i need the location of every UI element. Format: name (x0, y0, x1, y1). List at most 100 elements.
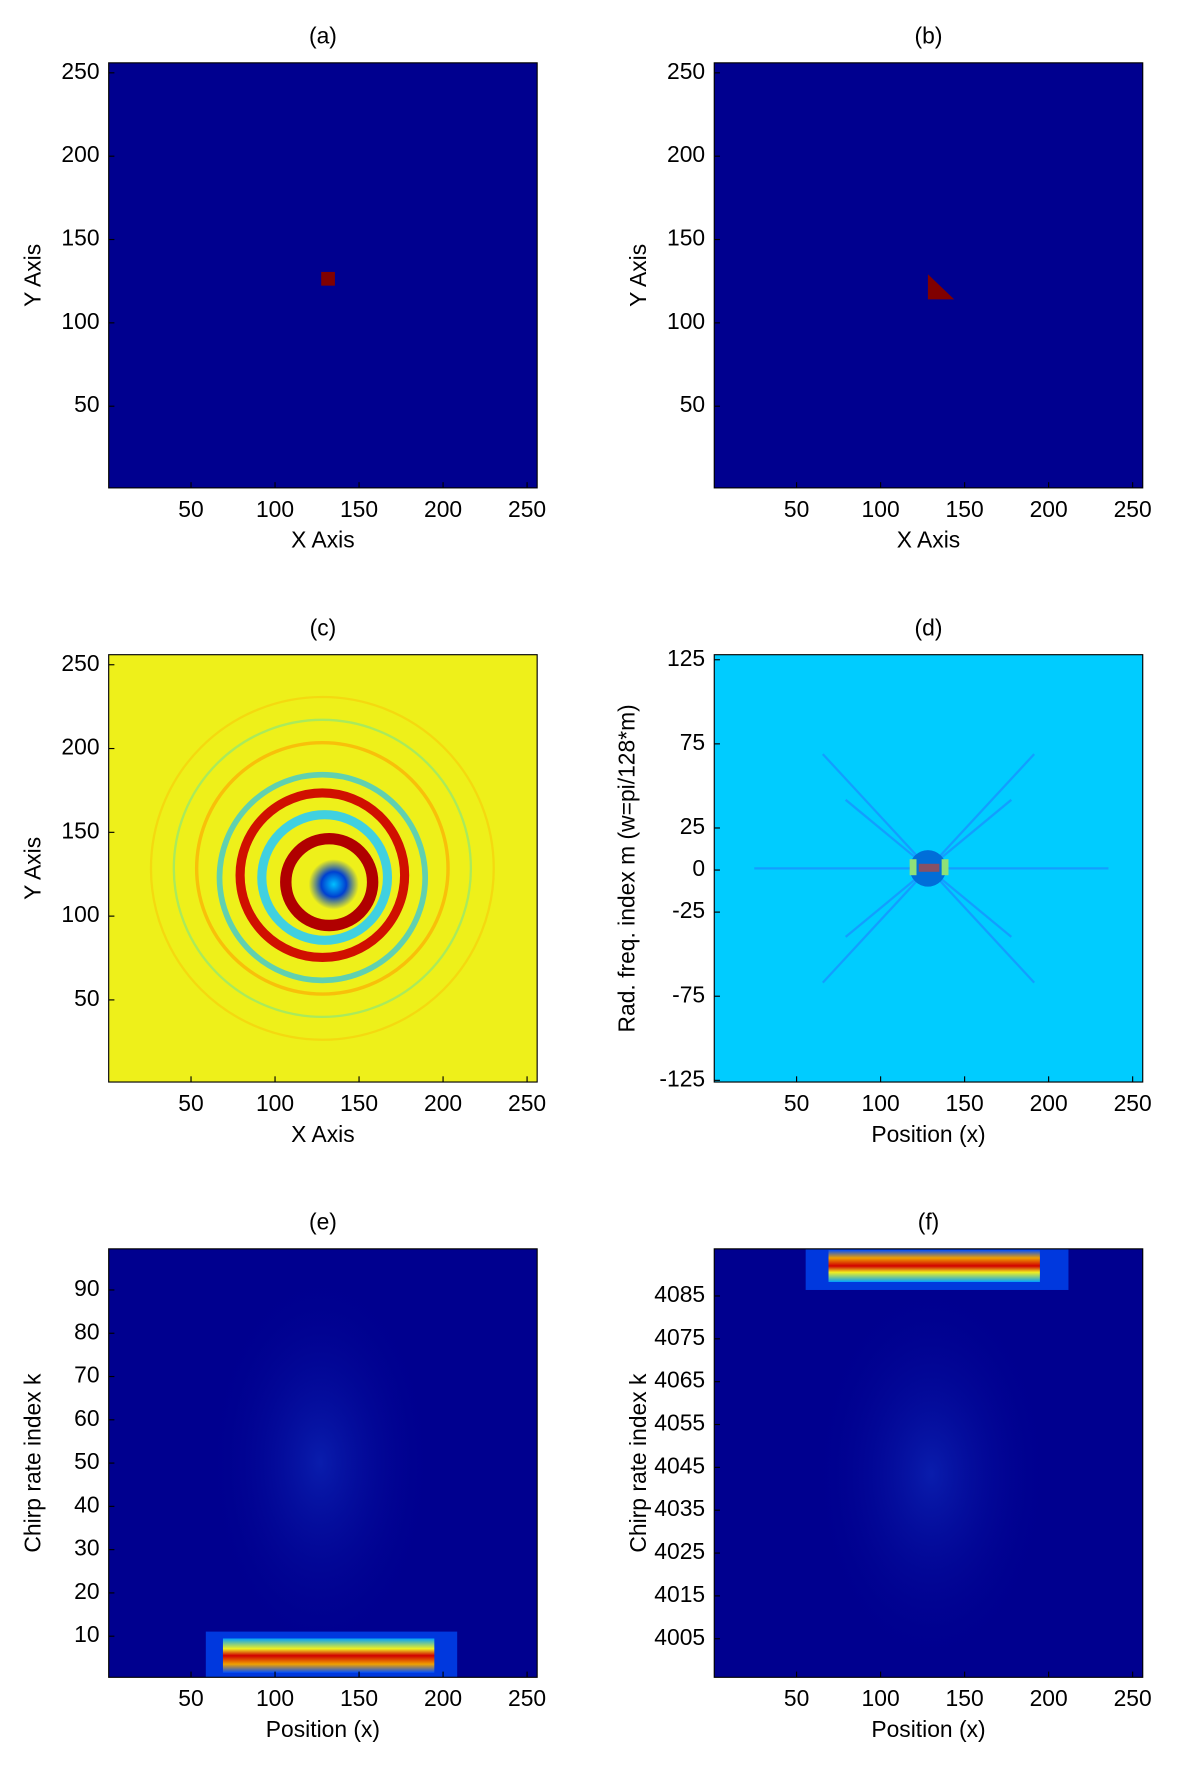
y-axis-label: Rad. freq. index m (w=pi/128*m) (614, 704, 640, 1032)
x-tick-label: 200 (424, 1090, 462, 1116)
x-tick-label: 100 (862, 496, 900, 522)
y-tick-label: 4035 (654, 1495, 705, 1521)
x-tick-label: 250 (1114, 1685, 1152, 1711)
y-tick-label: 4045 (654, 1452, 705, 1478)
y-axis-label: Y Axis (19, 837, 45, 900)
x-tick-label: 100 (862, 1090, 900, 1116)
y-tick-label: 4085 (654, 1281, 705, 1307)
y-tick-label: 4065 (654, 1367, 705, 1393)
panel-title: (b) (915, 23, 943, 49)
x-tick-label: 50 (178, 1685, 203, 1711)
plot-frame (713, 62, 1144, 489)
y-axis-label: Y Axis (625, 244, 651, 307)
y-tick-label: -125 (659, 1065, 705, 1091)
x-tick-label: 200 (1030, 1685, 1068, 1711)
y-tick-label: 60 (74, 1405, 99, 1431)
y-tick-label: 4075 (654, 1324, 705, 1350)
image-content (149, 271, 1109, 1678)
y-tick-label: 4015 (654, 1581, 705, 1607)
y-tick-label: 100 (667, 308, 705, 334)
x-tick-label: 200 (424, 1685, 462, 1711)
x-tick-label: 250 (1114, 1090, 1152, 1116)
plot-frame (713, 654, 1144, 1083)
y-tick-label: 250 (61, 650, 99, 676)
y-tick-label: 150 (667, 225, 705, 251)
x-tick-label: 150 (946, 1090, 984, 1116)
plot-frame (713, 1248, 1144, 1678)
y-tick-label: 70 (74, 1362, 99, 1388)
panel-title: (d) (915, 615, 943, 641)
y-tick-label: 250 (61, 58, 99, 84)
y-axis-label: Chirp rate index k (625, 1373, 651, 1553)
y-tick-label: 125 (667, 645, 705, 671)
panel-title: (c) (310, 615, 337, 641)
x-tick-label: 200 (1030, 1090, 1068, 1116)
x-tick-label: 150 (340, 496, 378, 522)
y-axis-label: Chirp rate index k (19, 1373, 45, 1553)
x-tick-label: 250 (508, 1685, 546, 1711)
y-tick-label: 250 (667, 58, 705, 84)
x-axis-label: Position (x) (871, 1716, 985, 1742)
x-tick-label: 150 (340, 1685, 378, 1711)
y-tick-label: 50 (74, 985, 99, 1011)
x-tick-label: 250 (508, 496, 546, 522)
y-tick-label: 25 (680, 813, 705, 839)
x-tick-label: 150 (946, 496, 984, 522)
y-tick-label: -25 (672, 897, 705, 923)
ring-pattern (149, 695, 495, 1041)
y-tick-label: 50 (74, 391, 99, 417)
plot-frame (108, 62, 538, 489)
y-tick-label: -75 (672, 981, 705, 1007)
y-tick-label: 4055 (654, 1410, 705, 1436)
y-tick-label: 40 (74, 1491, 99, 1517)
y-tick-label: 10 (74, 1621, 99, 1647)
x-tick-label: 50 (178, 1090, 203, 1116)
x-axis-label: X Axis (897, 527, 960, 553)
y-tick-label: 90 (74, 1275, 99, 1301)
y-tick-label: 150 (61, 817, 99, 843)
x-tick-label: 150 (340, 1090, 378, 1116)
y-tick-label: 20 (74, 1578, 99, 1604)
x-tick-label: 250 (1114, 496, 1152, 522)
x-tick-label: 100 (256, 1685, 294, 1711)
x-tick-label: 100 (862, 1685, 900, 1711)
x-axis-label: Position (x) (871, 1121, 985, 1147)
y-tick-label: 75 (680, 729, 705, 755)
y-tick-label: 80 (74, 1318, 99, 1344)
y-tick-label: 50 (680, 391, 705, 417)
triangle-object (927, 274, 955, 300)
panel-title: (e) (309, 1209, 337, 1235)
y-tick-label: 4005 (654, 1624, 705, 1650)
chirp-band-e (205, 1268, 458, 1678)
x-axis-label: Position (x) (266, 1716, 380, 1742)
panel-title: (f) (918, 1209, 940, 1235)
square-object (321, 271, 335, 286)
x-tick-label: 200 (1030, 496, 1068, 522)
y-tick-label: 150 (61, 225, 99, 251)
x-tick-label: 50 (784, 496, 809, 522)
y-tick-label: 4025 (654, 1538, 705, 1564)
chirp-band-f (805, 1248, 1069, 1669)
y-tick-label: 200 (667, 141, 705, 167)
y-tick-label: 0 (692, 855, 705, 881)
panel-title: (a) (309, 23, 337, 49)
y-axis-label: Y Axis (19, 244, 45, 307)
y-tick-label: 200 (61, 734, 99, 760)
x-tick-label: 150 (946, 1685, 984, 1711)
y-tick-label: 50 (74, 1448, 99, 1474)
y-tick-label: 100 (61, 901, 99, 927)
x-tick-label: 50 (784, 1685, 809, 1711)
x-axis-label: X Axis (291, 527, 354, 553)
x-tick-label: 100 (256, 496, 294, 522)
x-tick-label: 250 (508, 1090, 546, 1116)
x-tick-label: 50 (784, 1090, 809, 1116)
plot-frame (108, 654, 538, 1083)
x-tick-label: 50 (178, 496, 203, 522)
y-tick-label: 100 (61, 308, 99, 334)
x-tick-label: 200 (424, 496, 462, 522)
x-axis-label: X Axis (291, 1121, 354, 1147)
y-tick-label: 200 (61, 141, 99, 167)
